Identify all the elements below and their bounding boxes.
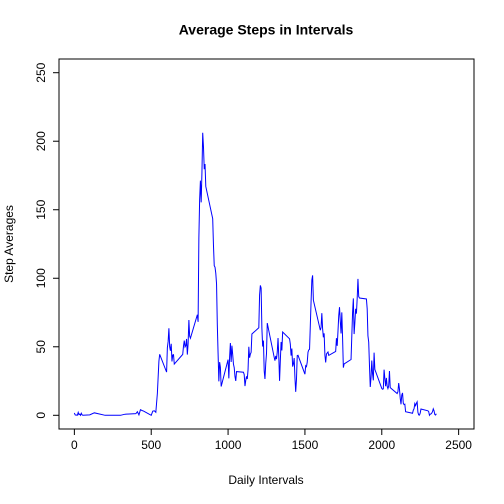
data-line — [73, 132, 437, 417]
chart-title: Average Steps in Intervals — [179, 22, 354, 38]
y-tick-label: 250 — [34, 62, 48, 82]
y-tick-label: 0 — [34, 412, 48, 419]
x-tick-label: 2000 — [368, 438, 395, 452]
x-tick-label: 2500 — [445, 438, 472, 452]
y-tick-label: 100 — [34, 268, 48, 288]
x-tick-label: 1000 — [215, 438, 242, 452]
x-tick-label: 0 — [71, 438, 78, 452]
x-tick-label: 1500 — [292, 438, 319, 452]
x-axis-label: Daily Intervals — [228, 473, 303, 487]
y-axis-label: Step Averages — [2, 205, 16, 283]
y-tick-label: 150 — [34, 199, 48, 219]
y-tick-label: 200 — [34, 131, 48, 151]
y-tick-label: 50 — [34, 340, 48, 354]
x-tick-label: 500 — [141, 438, 161, 452]
